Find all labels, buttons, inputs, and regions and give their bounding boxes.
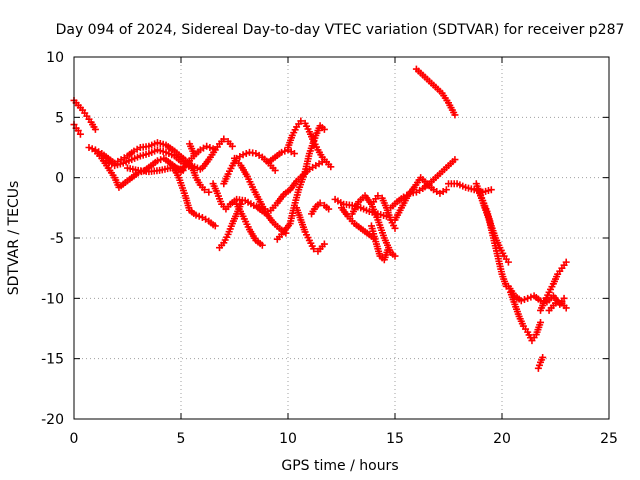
data-point [264, 207, 272, 215]
data-point [524, 294, 532, 302]
data-point [258, 241, 266, 249]
data-point [290, 150, 298, 158]
y-tick-label: 10 [46, 50, 64, 66]
data-point [190, 150, 198, 158]
data-point [192, 211, 200, 219]
series-arc-l [209, 180, 266, 213]
data-point [239, 151, 247, 159]
series-arc-ag [474, 186, 512, 266]
data-point [320, 125, 328, 133]
series-arc-v [308, 199, 333, 218]
series-arc-ad [412, 65, 459, 119]
series-arc-h [177, 142, 217, 176]
data-point [451, 156, 459, 164]
data-point [537, 318, 545, 326]
data-point [278, 148, 286, 156]
data-point [442, 186, 450, 194]
data-point [539, 353, 547, 361]
x-tick-label: 20 [493, 431, 511, 447]
data-point [374, 192, 382, 200]
data-point [520, 296, 528, 304]
series-arc-g [168, 162, 219, 230]
data-point [203, 142, 211, 150]
data-point [451, 111, 459, 119]
y-tick-label: -10 [41, 291, 64, 307]
data-marks [70, 65, 570, 372]
series-arc-r [265, 146, 298, 166]
x-tick-label: 15 [386, 431, 404, 447]
series-arc-p [233, 200, 266, 249]
data-point [206, 144, 214, 151]
data-point [320, 240, 328, 248]
series-arc-a [70, 96, 99, 133]
series-arc-m [216, 200, 245, 252]
data-point [325, 205, 333, 213]
data-point [205, 188, 213, 196]
data-point [85, 144, 93, 151]
data-point [228, 142, 236, 150]
data-point [554, 297, 562, 305]
series-arc-z [367, 222, 393, 264]
data-point [391, 252, 399, 260]
data-point [281, 147, 289, 155]
data-point [562, 304, 570, 312]
series-arc-aj [537, 258, 570, 314]
axis-ticks: 0 5 10 15 20 25 10 5 0 -5 -10 -15 -20 [41, 50, 618, 447]
series-arc-ai [507, 288, 545, 345]
series-arc-ae [445, 180, 495, 196]
x-tick-label: 5 [177, 431, 186, 447]
data-point [220, 135, 228, 143]
data-point [242, 150, 250, 158]
data-point [201, 186, 209, 194]
y-tick-label: -20 [41, 412, 64, 428]
series-arc-i [188, 162, 213, 196]
data-point [327, 163, 335, 171]
data-point [310, 245, 318, 253]
series-arc-u [293, 204, 328, 255]
data-point [297, 117, 305, 125]
y-axis-label: SDTVAR / TECUs [6, 181, 22, 296]
y-tick-label: 0 [55, 171, 64, 187]
data-point [487, 186, 495, 194]
series-arc-ak [545, 297, 570, 314]
y-tick-label: 5 [55, 110, 64, 126]
data-point [74, 127, 82, 135]
data-point [76, 130, 84, 138]
data-point [316, 199, 324, 207]
data-point [260, 209, 268, 217]
x-tick-label: 25 [600, 431, 618, 447]
x-tick-label: 0 [70, 431, 79, 447]
series-arc-n [220, 148, 279, 188]
data-point [91, 125, 99, 133]
data-point [562, 258, 570, 266]
series-arc-s [273, 122, 328, 243]
data-point [391, 224, 399, 232]
series-arc-q [254, 158, 326, 217]
data-point [385, 244, 393, 252]
series-arc-o [231, 154, 290, 237]
x-axis-label: GPS time / hours [281, 458, 398, 474]
data-point [211, 222, 219, 230]
data-point [271, 166, 279, 174]
series-arc-aa [370, 192, 399, 232]
data-point [153, 157, 161, 165]
series-arc-e [102, 146, 196, 172]
y-tick-label: -15 [41, 352, 64, 368]
series-arc-al [534, 353, 547, 372]
data-point [195, 212, 203, 220]
data-point [504, 258, 512, 266]
grid [74, 57, 609, 419]
chart-title: Day 094 of 2024, Sidereal Day-to-day VTE… [56, 22, 625, 38]
data-point [560, 294, 568, 302]
y-tick-label: -5 [50, 231, 64, 247]
series-arc-b [70, 121, 84, 138]
x-tick-label: 10 [279, 431, 297, 447]
data-point [517, 297, 525, 305]
series-arc-k [198, 135, 236, 172]
series-arc-t [284, 117, 335, 171]
series-arc-j [186, 140, 198, 158]
series-arc-ac [387, 156, 459, 212]
